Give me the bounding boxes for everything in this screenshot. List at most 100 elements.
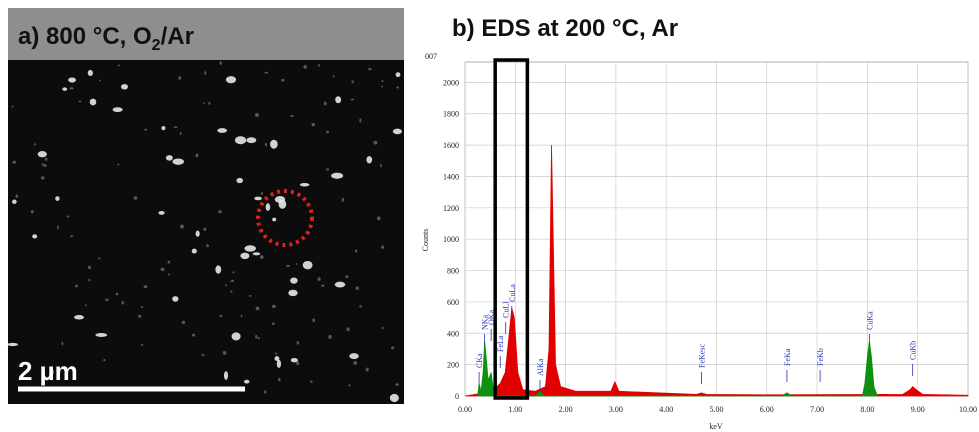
x-axis-label: keV: [709, 422, 723, 431]
title-subscript: 2: [152, 37, 161, 54]
particle: [392, 128, 402, 135]
particle: [219, 61, 222, 66]
peak-label: CuKa: [865, 311, 874, 330]
particle: [303, 64, 308, 69]
particle: [99, 79, 101, 82]
particle: [112, 107, 123, 113]
particle: [240, 252, 250, 260]
peak-label: FeKa: [783, 348, 792, 366]
peak-label: CuKb: [909, 341, 918, 360]
particle: [286, 264, 290, 267]
particle: [299, 183, 310, 187]
particle: [350, 98, 355, 101]
particle: [265, 203, 271, 211]
peak-label: CuLa: [508, 284, 517, 302]
particle: [33, 143, 36, 146]
particle: [40, 176, 45, 180]
particle: [231, 332, 241, 341]
particle: [195, 153, 199, 158]
particle: [326, 130, 330, 134]
title-text: a) 800 °C, O: [18, 23, 152, 50]
y-tick-label: 400: [447, 329, 459, 338]
particle: [168, 273, 170, 276]
particle: [270, 139, 278, 149]
particle: [331, 172, 344, 179]
particle: [346, 327, 350, 332]
particle: [30, 210, 34, 214]
particle: [355, 286, 359, 291]
particle: [55, 196, 60, 201]
particle: [260, 192, 264, 195]
particle: [105, 298, 109, 301]
particle: [61, 341, 64, 346]
particle: [69, 87, 74, 90]
y-tick-label: 0: [455, 392, 459, 401]
spectrum-area: [464, 145, 969, 397]
particle: [204, 71, 207, 75]
particle: [161, 125, 166, 131]
particle: [115, 292, 119, 296]
particle: [98, 257, 101, 260]
particle: [208, 101, 211, 105]
x-tick-label: 3.00: [609, 405, 623, 414]
particle: [223, 371, 229, 380]
y-tick-label: 600: [447, 298, 459, 307]
particle: [312, 318, 315, 323]
particle: [78, 100, 82, 103]
title-band: [8, 8, 404, 60]
particle: [240, 314, 243, 318]
particle: [244, 245, 256, 252]
particle: [178, 76, 182, 80]
y-tick-label: 2000: [443, 78, 459, 87]
particle: [232, 271, 235, 274]
particle: [117, 163, 120, 166]
particle: [41, 163, 45, 166]
particle: [290, 115, 294, 118]
particle: [259, 255, 264, 260]
particle: [172, 158, 184, 165]
particle: [381, 326, 384, 330]
particle: [323, 101, 327, 106]
x-tick-label: 0.00: [458, 405, 472, 414]
particle: [32, 234, 38, 239]
particle: [367, 68, 372, 71]
particle: [89, 98, 97, 106]
particle: [296, 341, 300, 345]
particle: [328, 334, 332, 339]
particle: [12, 160, 16, 164]
particle: [133, 196, 138, 200]
particle: [373, 140, 378, 145]
particle: [62, 87, 68, 91]
particle: [248, 295, 252, 297]
scale-label: 2 µm: [18, 356, 78, 386]
particle: [275, 352, 278, 355]
particle: [225, 284, 227, 287]
particles: [7, 61, 402, 403]
particle: [140, 343, 144, 346]
y-tick-label: 1200: [443, 204, 459, 213]
particle: [376, 216, 381, 221]
particle: [201, 354, 205, 356]
particle: [395, 72, 401, 78]
particle: [69, 235, 74, 238]
particle: [234, 136, 247, 145]
particle: [121, 300, 124, 305]
particle: [271, 304, 276, 308]
particle: [165, 155, 173, 161]
particle: [222, 350, 227, 355]
peak-label: FeLa: [496, 335, 505, 352]
peak-label: CKa: [475, 353, 484, 368]
particle: [264, 390, 267, 394]
particle: [353, 361, 358, 365]
particle: [95, 333, 108, 337]
y-tick-label: 200: [447, 361, 459, 370]
x-tick-label: 9.00: [911, 405, 925, 414]
particle: [278, 199, 287, 209]
particle: [335, 96, 342, 104]
particle: [172, 296, 179, 302]
particle: [365, 367, 369, 372]
particle: [218, 210, 222, 214]
x-tick-label: 2.00: [559, 405, 573, 414]
particle: [117, 64, 120, 67]
particle: [121, 83, 128, 90]
